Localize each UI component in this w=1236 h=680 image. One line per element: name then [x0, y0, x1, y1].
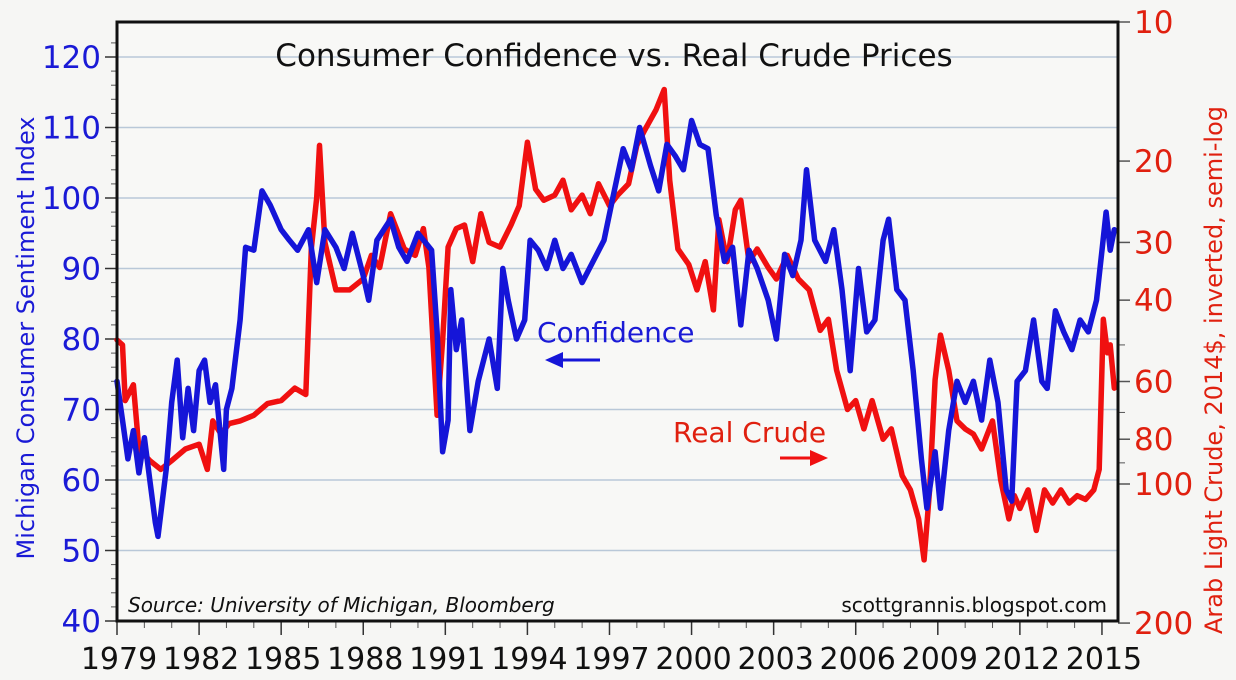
plot-frame [115, 20, 1120, 623]
source-note: Source: University of Michigan, Bloomber… [128, 593, 555, 617]
left-tick-label: 80 [62, 322, 101, 358]
x-axis-ticks: 1979 1982 1985 1988 1991 1994 1997 2000 2003 2006… [81, 621, 1142, 677]
series-layer [114, 86, 1118, 563]
x-tick-label: 1997 [573, 642, 649, 677]
right-tick-label: 60 [1134, 365, 1173, 401]
right-tick-label: 200 [1134, 606, 1193, 642]
left-axis-label: Michigan Consumer Sentiment Index [12, 117, 40, 560]
x-tick-label: 2012 [984, 642, 1060, 677]
left-tick-label: 120 [42, 40, 101, 76]
x-tick-label: 1982 [163, 642, 239, 677]
annotation-confidence-label: Confidence [537, 316, 694, 349]
x-tick-label: 2015 [1066, 642, 1142, 677]
credit-text: scottgrannis.blogspot.com [841, 593, 1107, 617]
left-tick-label: 40 [62, 604, 101, 640]
x-tick-label: 1994 [491, 642, 567, 677]
right-tick-label: 10 [1134, 5, 1173, 41]
annotation-real-crude-label: Real Crude [673, 416, 826, 449]
x-tick-label: 1988 [327, 642, 403, 677]
left-axis-ticks: 40 50 60 70 80 90 100 110 120 [42, 40, 117, 640]
right-tick-label: 20 [1134, 144, 1173, 180]
annotation-confidence: Confidence [537, 316, 694, 368]
x-tick-label: 1985 [245, 642, 321, 677]
left-tick-label: 70 [62, 393, 101, 429]
x-tick-label: 1979 [81, 642, 157, 677]
chart-title: Consumer Confidence vs. Real Crude Price… [275, 38, 952, 74]
annotation-real-crude: Real Crude [673, 416, 828, 466]
right-axis-ticks: 10 20 30 40 60 80 100 200 [1118, 5, 1193, 642]
x-tick-label: 2009 [902, 642, 978, 677]
right-tick-label: 80 [1134, 422, 1173, 458]
left-tick-label: 90 [62, 252, 101, 288]
x-tick-label: 2006 [820, 642, 896, 677]
arrow-right-icon [810, 450, 828, 466]
series-line-real-crude [114, 86, 1118, 563]
x-tick-label: 2003 [737, 642, 813, 677]
plot-background [117, 22, 1118, 621]
right-tick-label: 100 [1134, 467, 1193, 503]
left-tick-label: 110 [42, 111, 101, 147]
left-tick-label: 50 [62, 534, 101, 570]
x-tick-label: 2000 [655, 642, 731, 677]
left-tick-label: 100 [42, 181, 101, 217]
left-tick-label: 60 [62, 463, 101, 499]
x-tick-label: 1991 [409, 642, 485, 677]
arrow-left-icon [545, 352, 563, 368]
right-tick-label: 30 [1134, 225, 1173, 261]
series-line-confidence [114, 117, 1118, 540]
right-axis-label: Arab Light Crude, 2014$, inverted, semi-… [1200, 106, 1228, 634]
right-tick-label: 40 [1134, 283, 1173, 319]
